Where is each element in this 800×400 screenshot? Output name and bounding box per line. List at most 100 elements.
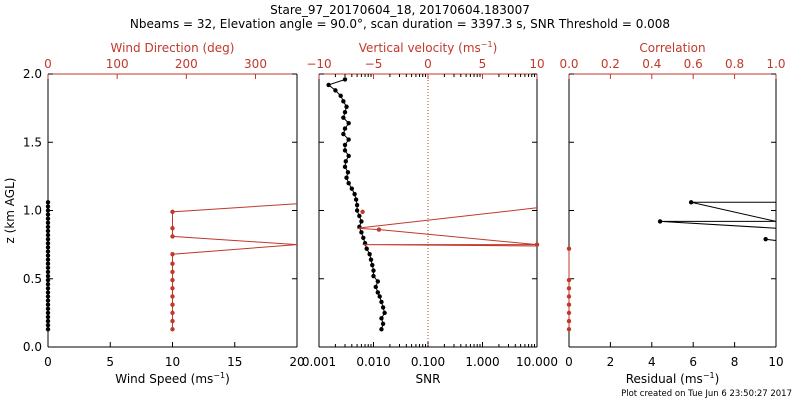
panel-middle: 0.001 0.010 0.100 1.000 10.000 −10 −5 0 5 10 SNR Ve…	[302, 40, 558, 386]
data-point	[566, 302, 572, 307]
data-point	[566, 310, 572, 316]
data-point	[357, 213, 362, 219]
data-point	[45, 208, 51, 213]
data-point	[566, 327, 572, 332]
y-tick-label: 0.5	[23, 272, 42, 286]
data-point	[338, 93, 343, 99]
data-point	[342, 126, 348, 131]
data-point	[566, 277, 572, 283]
series-correlation	[566, 246, 572, 332]
data-point	[45, 322, 51, 328]
data-point	[382, 310, 387, 316]
data-point	[359, 230, 364, 235]
data-point	[373, 284, 378, 290]
data-point	[688, 200, 694, 205]
data-point	[170, 261, 175, 266]
data-point	[380, 305, 386, 310]
data-point	[377, 294, 382, 299]
data-point	[170, 294, 175, 299]
top-tick-label: 200	[175, 57, 198, 71]
bottom-tick-label: 15	[227, 355, 242, 369]
data-point	[371, 273, 376, 279]
bottom-tick-label: 1.000	[465, 355, 499, 369]
bottom-tick-label: 6	[689, 355, 697, 369]
data-point	[45, 277, 51, 283]
data-point	[45, 200, 51, 205]
data-point	[45, 290, 51, 295]
data-point	[45, 310, 51, 316]
data-point	[326, 82, 331, 88]
data-point	[45, 253, 51, 258]
data-point	[566, 294, 572, 299]
series-residual	[657, 200, 777, 242]
top-axis-title: Vertical velocity (ms−1)	[359, 40, 498, 55]
data-point	[375, 290, 381, 295]
series-wind-direction	[170, 203, 298, 332]
data-point	[45, 228, 51, 234]
data-point	[45, 249, 51, 254]
data-point	[342, 164, 348, 170]
top-axis-title: Correlation	[639, 41, 705, 55]
top-tick-label: 10	[529, 57, 544, 71]
data-point	[359, 219, 364, 224]
bottom-axis-title: Residual (ms−1)	[626, 371, 720, 386]
top-tick-label: 0	[44, 57, 52, 71]
data-point	[45, 294, 51, 299]
bottom-axis-title: SNR	[416, 372, 441, 386]
bottom-tick-label: 10.000	[516, 355, 558, 369]
data-point	[352, 191, 357, 197]
bottom-tick-label: 5	[106, 355, 114, 369]
data-point	[379, 327, 384, 332]
top-axis-title: Wind Direction (deg)	[111, 41, 235, 55]
data-point	[170, 277, 175, 283]
data-point	[345, 170, 351, 175]
data-point	[45, 302, 51, 307]
data-point	[763, 236, 768, 242]
bottom-tick-label: 0	[44, 355, 52, 369]
bottom-tick-label: 10	[768, 355, 783, 369]
data-point	[342, 77, 348, 82]
y-tick-label: 0.0	[23, 340, 42, 354]
data-point	[170, 269, 175, 275]
data-point	[360, 209, 365, 215]
top-tick-label: 0	[424, 57, 432, 71]
data-point	[346, 120, 351, 126]
data-point	[45, 232, 51, 238]
data-point	[343, 159, 348, 164]
data-point	[534, 242, 540, 247]
data-point	[566, 286, 572, 291]
data-point	[45, 257, 51, 262]
top-tick-label: 100	[106, 57, 129, 71]
data-point	[170, 251, 175, 257]
series-wind-speed	[45, 200, 51, 332]
bottom-tick-label: 10	[165, 355, 180, 369]
data-point	[341, 99, 346, 104]
data-point	[45, 245, 51, 250]
data-point	[170, 286, 175, 291]
top-tick-label: 0.2	[601, 57, 620, 71]
data-point	[170, 318, 175, 324]
data-point	[379, 316, 384, 321]
data-point	[45, 318, 51, 324]
top-tick-label: 1.0	[766, 57, 785, 71]
data-point	[379, 299, 384, 305]
series-line	[172, 203, 298, 330]
top-tick-label: 5	[479, 57, 487, 71]
data-point	[170, 226, 175, 231]
data-point	[45, 282, 51, 287]
data-point	[170, 234, 175, 239]
data-point	[341, 131, 346, 137]
data-point	[45, 220, 51, 225]
data-point	[170, 302, 175, 307]
data-point	[375, 279, 381, 284]
data-point	[566, 318, 572, 324]
figure-title: Stare_97_20170604_18, 20170604.183007	[270, 3, 530, 17]
series-line	[660, 201, 777, 242]
data-point	[45, 286, 51, 291]
y-tick-label: 1.0	[23, 204, 42, 218]
top-tick-label: −5	[365, 57, 383, 71]
data-point	[45, 265, 51, 271]
bottom-tick-label: 0.100	[411, 355, 445, 369]
data-point	[45, 327, 51, 332]
